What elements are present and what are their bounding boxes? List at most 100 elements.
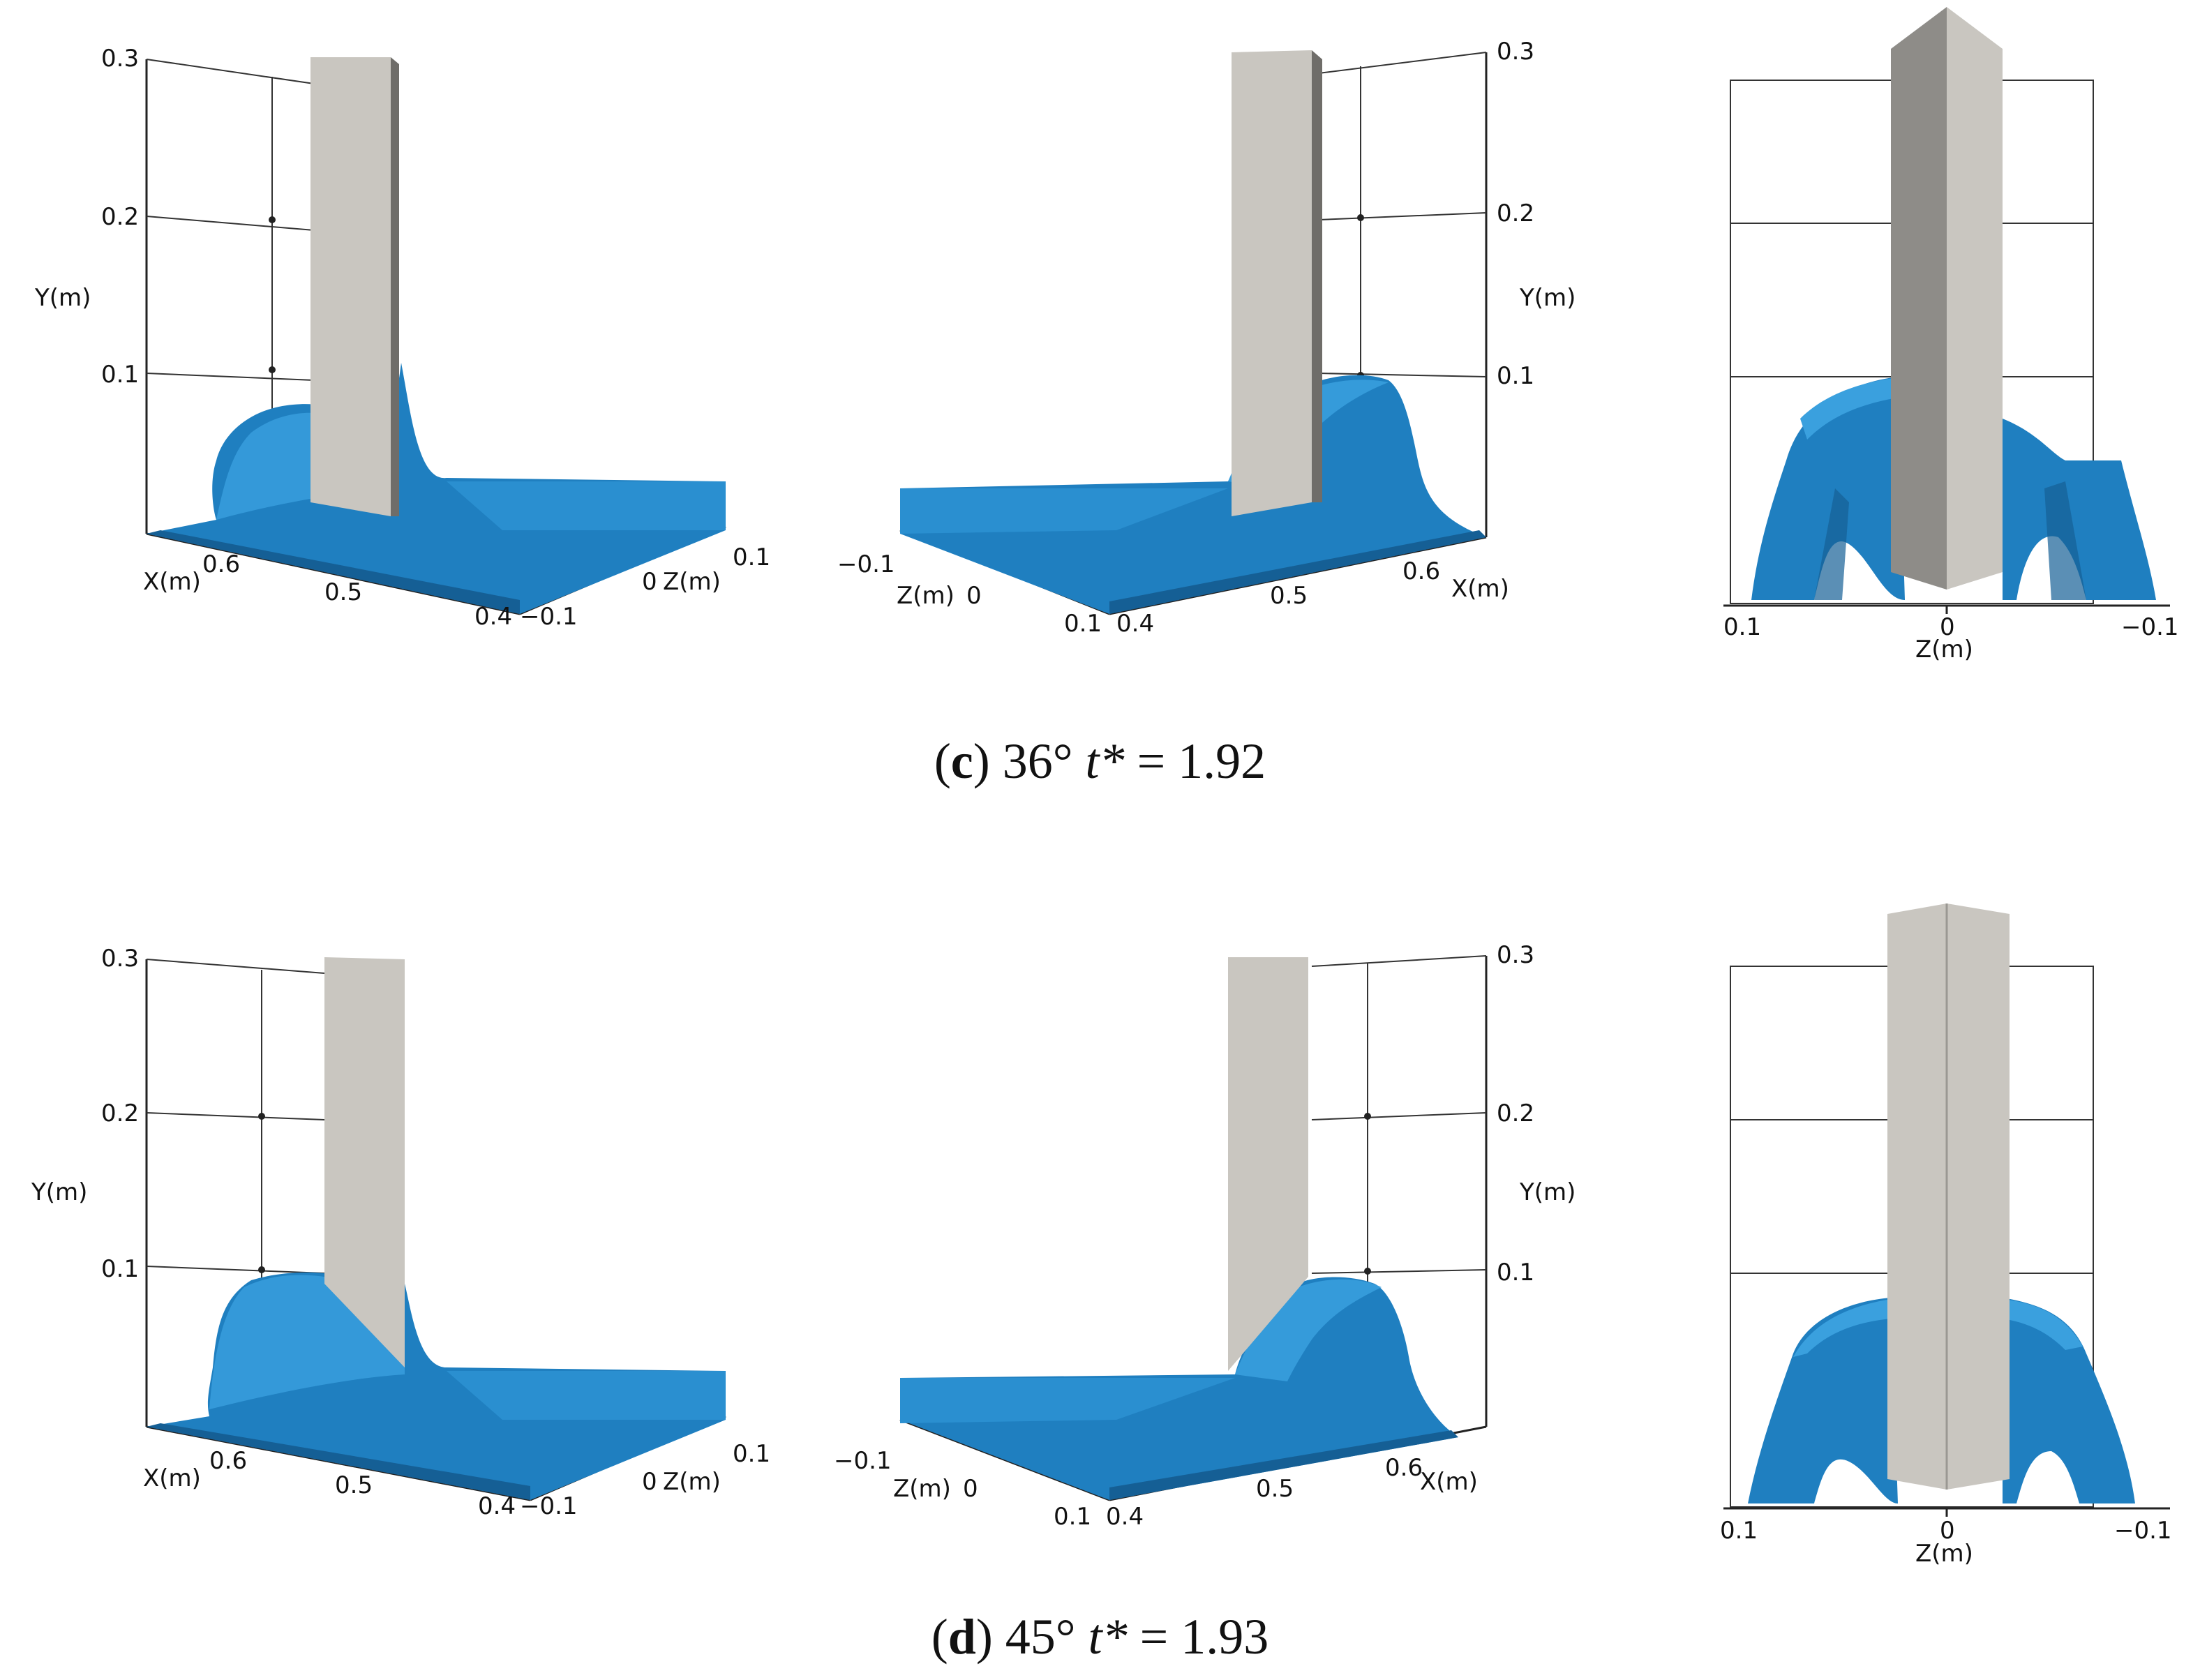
tick-label: 0.4	[474, 603, 512, 631]
y-axis-label: Y(m)	[34, 284, 91, 312]
tick-label: 0	[966, 582, 982, 610]
view-c-right: 0.1 0 −0.1 Z(m)	[1723, 7, 2179, 663]
y-axis-label: Y(m)	[31, 1178, 87, 1206]
tick-label: 0.5	[335, 1471, 373, 1499]
x-axis-ticks: X(m) 0.6 0.5 0.4	[143, 1447, 516, 1520]
y-axis-ticks: 0.3 0.2 0.1 Y(m)	[31, 945, 139, 1283]
view-c-left: 0.3 0.2 0.1 Y(m) X(m) 0.6 0.5 0.4 −0.1 0…	[34, 45, 770, 631]
water-surface	[900, 1277, 1458, 1500]
z-axis-label: Z(m)	[663, 1468, 721, 1496]
water-surface	[900, 375, 1486, 614]
caption-angle: 45°	[1005, 1609, 1076, 1665]
z-axis-label: Z(m)	[663, 568, 721, 596]
tick-label: 0.6	[209, 1447, 247, 1475]
y-axis-ticks: 0.3 0.2 0.1 Y(m)	[1497, 941, 1576, 1287]
tick-label: 0.1	[1723, 613, 1761, 641]
tick-label: 0.1	[733, 543, 770, 571]
tick-label: 0.2	[1497, 200, 1534, 227]
z-axis-ticks: −0.1 Z(m) 0 0.1	[834, 1447, 1091, 1531]
caption-d: (d) 45° t* = 1.93	[931, 1609, 1269, 1665]
y-axis-ticks: 0.3 0.2 0.1 Y(m)	[1497, 38, 1576, 390]
z-axis-ticks: −0.1 0 Z(m) 0.1	[520, 543, 770, 631]
tick-label: 0.1	[1497, 362, 1534, 390]
tick-label: 0	[1940, 1517, 1955, 1545]
z-axis-label: Z(m)	[1915, 1540, 1973, 1568]
y-axis-ticks: 0.3 0.2 0.1 Y(m)	[34, 45, 139, 389]
tick-label: 0.1	[1497, 1259, 1534, 1287]
tick-label: 0	[1940, 613, 1955, 641]
view-c-middle: 0.3 0.2 0.1 Y(m) −0.1 Z(m) 0 0.1 0.4 0.5…	[837, 38, 1576, 638]
tick-label: 0	[642, 1468, 657, 1496]
tick-label: 0.5	[1256, 1475, 1294, 1503]
tick-label: −0.1	[2121, 613, 2179, 641]
pillar	[1228, 957, 1308, 1371]
tick-label: 0.4	[478, 1492, 516, 1520]
water-surface	[1748, 1298, 2135, 1503]
z-axis-ticks: −0.1 0 Z(m) 0.1	[520, 1440, 770, 1520]
caption-t-value: 1.92	[1178, 733, 1266, 789]
tick-label: 0	[963, 1475, 978, 1503]
tick-label: 0.1	[733, 1440, 770, 1468]
tick-label: 0.1	[1054, 1503, 1091, 1531]
pillar	[1891, 7, 2003, 590]
tick-label: 0.3	[101, 45, 139, 73]
tick-label: 0.3	[1497, 941, 1534, 969]
tick-label: 0.6	[1402, 557, 1440, 585]
tick-label: −0.1	[520, 603, 578, 631]
tick-label: 0.6	[1385, 1454, 1423, 1482]
tick-label: 0.4	[1106, 1503, 1144, 1531]
caption-letter: c	[950, 733, 973, 789]
x-axis-label: X(m)	[1420, 1468, 1478, 1496]
z-axis-ticks: 0.1 0 −0.1 Z(m)	[1720, 1517, 2172, 1568]
caption-letter: d	[948, 1609, 976, 1665]
tick-label: 0.5	[1270, 582, 1308, 610]
x-axis-ticks: X(m) 0.6 0.5 0.4	[143, 550, 512, 631]
water-surface	[1751, 377, 2156, 600]
caption-c: (c) 36° t* = 1.92	[934, 733, 1266, 789]
x-axis-label: X(m)	[143, 568, 201, 596]
z-axis-ticks: 0.1 0 −0.1 Z(m)	[1723, 613, 2179, 663]
tick-label: 0.3	[1497, 38, 1534, 66]
z-axis-ticks: −0.1 Z(m) 0 0.1	[837, 550, 1102, 638]
tick-label: 0.2	[101, 203, 139, 231]
view-d-middle: 0.3 0.2 0.1 Y(m) −0.1 Z(m) 0 0.1 0.4 0.5…	[834, 941, 1576, 1531]
pillar	[1232, 50, 1322, 516]
tick-label: −0.1	[2114, 1517, 2172, 1545]
pillar	[324, 957, 405, 1367]
tick-label: −0.1	[837, 550, 895, 578]
tick-label: 0	[642, 568, 657, 596]
tick-label: 0.3	[101, 945, 139, 973]
row-d: 0.3 0.2 0.1 Y(m) X(m) 0.6 0.5 0.4 −0.1 0…	[31, 903, 2172, 1568]
x-axis-label: X(m)	[143, 1464, 201, 1492]
x-axis-ticks: 0.4 0.5 0.6 X(m)	[1116, 557, 1509, 638]
x-axis-ticks: 0.4 0.5 0.6 X(m)	[1106, 1454, 1478, 1531]
tick-label: 0.6	[202, 550, 240, 578]
caption-t-symbol: t*	[1088, 1609, 1128, 1665]
z-axis-label: Z(m)	[893, 1475, 951, 1503]
view-d-right: 0.1 0 −0.1 Z(m)	[1720, 903, 2172, 1568]
tick-label: 0.1	[101, 361, 139, 389]
tick-label: 0.1	[1064, 610, 1102, 638]
tick-label: −0.1	[520, 1492, 578, 1520]
row-c: 0.3 0.2 0.1 Y(m) X(m) 0.6 0.5 0.4 −0.1 0…	[34, 7, 2179, 663]
tick-label: 0.4	[1116, 610, 1154, 638]
tick-label: 0.1	[101, 1255, 139, 1283]
water-surface	[147, 1272, 726, 1500]
y-axis-label: Y(m)	[1519, 284, 1576, 312]
caption-t-symbol: t*	[1085, 733, 1125, 789]
tick-label: 0.2	[101, 1100, 139, 1127]
tick-label: 0.5	[324, 578, 362, 606]
pillar	[1887, 903, 2010, 1490]
z-axis-label: Z(m)	[1915, 636, 1973, 663]
y-axis-label: Y(m)	[1519, 1178, 1576, 1206]
x-axis-label: X(m)	[1451, 575, 1509, 603]
tick-label: 0.2	[1497, 1100, 1534, 1127]
tick-label: 0.1	[1720, 1517, 1758, 1545]
tick-label: −0.1	[834, 1447, 892, 1475]
caption-t-value: 1.93	[1181, 1609, 1269, 1665]
z-axis-label: Z(m)	[897, 582, 955, 610]
view-d-left: 0.3 0.2 0.1 Y(m) X(m) 0.6 0.5 0.4 −0.1 0…	[31, 945, 770, 1520]
caption-angle: 36°	[1002, 733, 1073, 789]
pillar	[310, 57, 399, 516]
